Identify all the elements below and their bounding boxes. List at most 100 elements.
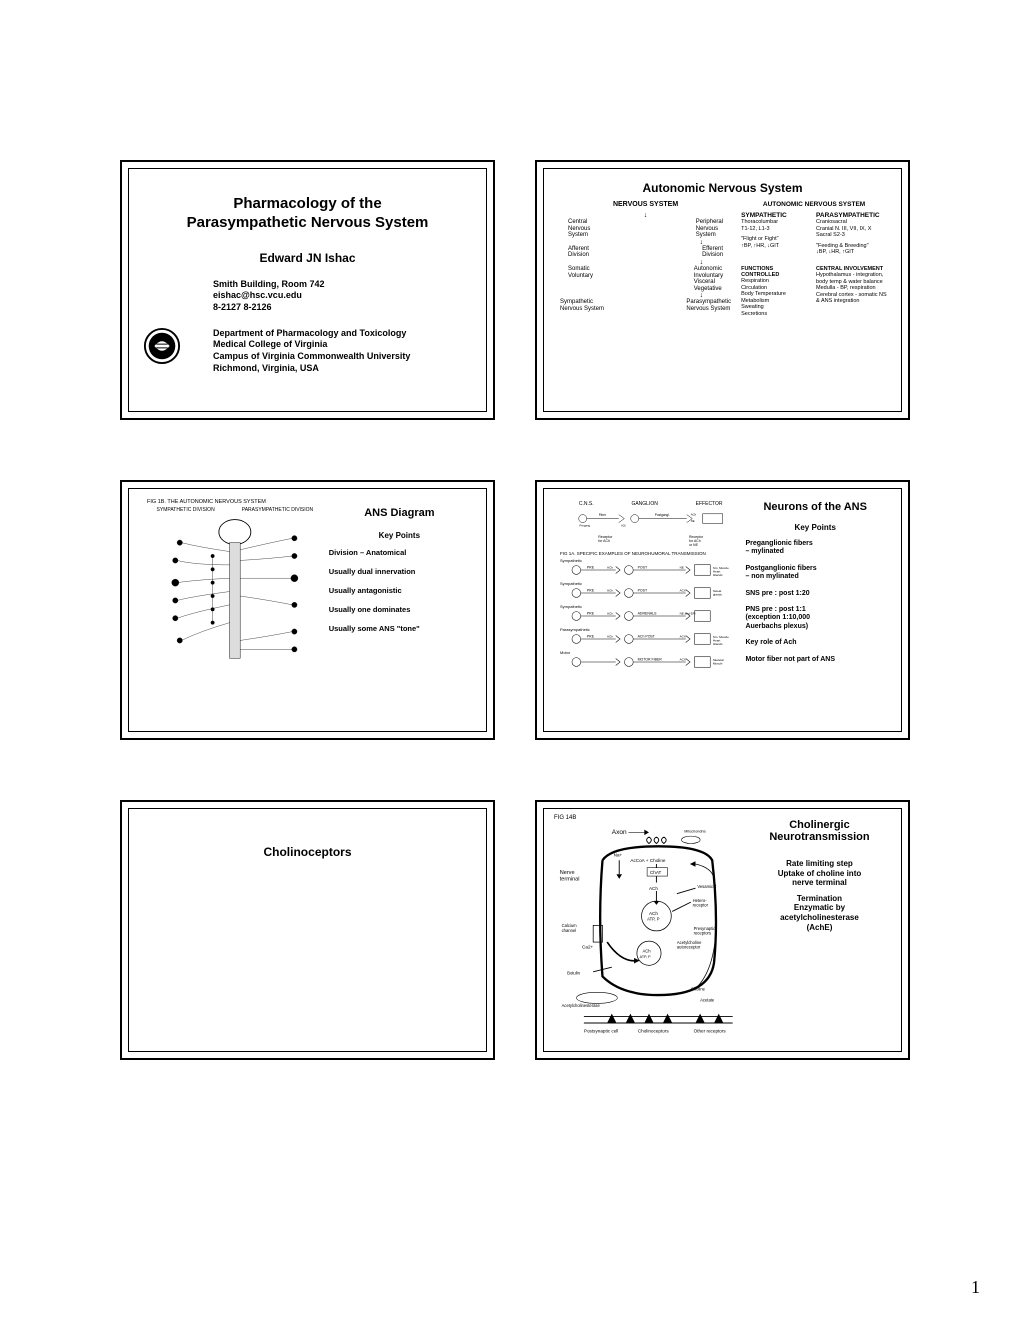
svg-text:autoreceptor: autoreceptor (677, 945, 701, 950)
rec-lbl-2: Receptor for ACh or NE (689, 535, 703, 547)
svg-text:ATP, P: ATP, P (647, 917, 660, 922)
cent-body: Hypothalamus - integration,body temp & w… (816, 272, 887, 305)
slide-3-points: Division – Anatomical Usually dual innerv… (329, 548, 470, 633)
cholinergic-diagram-icon: Axon Mitochondria Nerve terminal AcCoA +… (556, 817, 742, 1043)
lbl-botulin: Botulin (567, 971, 580, 976)
para-div-label: PARASYMPATHETIC DIVISION (242, 507, 313, 513)
slide-6: FIG 14B Axon Mitochondria Nerve terminal… (535, 800, 910, 1060)
key-point: Preganglionic fibers – mylinated (745, 540, 885, 557)
title-line1: Pharmacology of the (233, 195, 381, 212)
svg-text:Glands: Glands (713, 573, 723, 577)
lbl-ache: Acetylcholinesterase (562, 1003, 601, 1008)
tree-pns: Peripheral Nervous System (696, 219, 723, 239)
svg-text:receptors: receptors (694, 931, 711, 936)
slide-3: FIG 1B. THE AUTONOMIC NERVOUS SYSTEM SYM… (120, 480, 495, 740)
key-point: Usually dual innervation (329, 567, 470, 576)
neuron-rows: SympatheticPREAChPOSTNESm. MuscleHeartGl… (560, 558, 741, 671)
svg-text:ACh: ACh (607, 588, 613, 592)
lbl-mito: Mitochondria (684, 829, 706, 833)
key-point: Motor fiber not part of ANS (745, 656, 885, 664)
slide-1-dept: Department of Pharmacology and Toxicolog… (213, 328, 472, 375)
page-number: 1 (971, 1277, 980, 1298)
contact-1: Smith Building, Room 742 (213, 279, 472, 291)
svg-text:NE and EPI: NE and EPI (680, 611, 696, 615)
hdr-effector: EFFECTOR (696, 501, 723, 507)
slide-6-title: Cholinergic Neurotransmission (748, 819, 891, 843)
slide-1: Pharmacology of the Parasympathetic Nerv… (120, 160, 495, 420)
generic-neuron-row-icon: Pregang. Fiber ACh Postgangl. ACh NE (560, 509, 741, 533)
slide-4-points: Preganglionic fibers – mylinated Postgang… (745, 540, 885, 664)
lbl-axon: Axon (612, 829, 627, 836)
dept-1: Department of Pharmacology and Toxicolog… (213, 328, 472, 340)
svg-text:ACh: ACh (691, 512, 697, 516)
svg-text:ACh: ACh (621, 525, 626, 528)
neuron-row: MotorMOTOR FIBERAChSkeletalMuscle (560, 650, 741, 671)
neuron-row: SympatheticPREAChADRENALSNE and EPI (560, 604, 741, 625)
diagram-headers: C.N.S. GANGLION EFFECTOR (560, 501, 741, 507)
svg-text:Na+: Na+ (614, 853, 623, 858)
para-h: PARASYMPATHETIC (816, 212, 887, 219)
svg-text:MOTOR FIBER: MOTOR FIBER (638, 657, 663, 661)
ans-header: AUTONOMIC NERVOUS SYSTEM (741, 201, 887, 208)
tree-root: NERVOUS SYSTEM (558, 201, 733, 208)
svg-text:NE: NE (680, 565, 684, 569)
neuron-row: SympatheticPREAChPOSTAChSweatglands (560, 581, 741, 602)
slide-2: Autonomic Nervous System NERVOUS SYSTEM … (535, 160, 910, 420)
neuron-row: ParasympatheticPREAChACh POSTAChSm. Musc… (560, 627, 741, 648)
fig-14b-label: FIG 14B (554, 815, 576, 821)
neuron-row: SympatheticPREAChPOSTNESm. MuscleHeartGl… (560, 558, 741, 579)
slide-4-content: C.N.S. GANGLION EFFECTOR Pregang. Fiber … (558, 497, 887, 723)
slide-5-inner: Cholinoceptors (128, 808, 487, 1052)
tree-sns: Sympathetic Nervous System (560, 299, 604, 312)
svg-text:terminal: terminal (560, 877, 580, 883)
hdr-cns: C.N.S. (579, 501, 594, 507)
svg-text:Glands: Glands (713, 642, 723, 646)
svg-text:NE: NE (691, 519, 695, 523)
key-point: Postganglionic fibers – non mylinated (745, 565, 885, 582)
slide-4-text: Neurons of the ANS Key Points Preganglio… (743, 497, 887, 723)
sym-h: SYMPATHETIC (741, 212, 812, 219)
key-point: Rate limiting step Uptake of choline int… (748, 859, 891, 888)
lbl-accoa: AcCoA + Choline (630, 858, 666, 863)
tree-autonomic: Autonomic Involuntary Visceral Vegetativ… (694, 266, 723, 292)
key-point: Termination Enzymatic by acetylcholinest… (748, 894, 891, 932)
slide-1-contact: Smith Building, Room 742 eishac@hsc.vcu.… (213, 279, 472, 314)
slide-1-inner: Pharmacology of the Parasympathetic Nerv… (128, 168, 487, 412)
key-point: PNS pre : post 1:1 (exception 1:10,000 A… (745, 606, 885, 631)
slide-1-title: Pharmacology of the Parasympathetic Nerv… (143, 195, 472, 233)
sym-div-label: SYMPATHETIC DIVISION (157, 507, 215, 513)
slide-2-tree: NERVOUS SYSTEM ↓ Central Nervous System … (558, 201, 733, 324)
dept-2: Medical College of Virginia (213, 339, 472, 351)
svg-text:channel: channel (562, 928, 577, 933)
svg-text:PRE: PRE (587, 634, 595, 638)
svg-text:ACh: ACh (607, 634, 613, 638)
dept-4: Richmond, Virginia, USA (213, 363, 472, 375)
tree-somatic: Somatic Voluntary (568, 266, 593, 292)
svg-text:POST: POST (638, 565, 648, 569)
svg-text:ATP, P: ATP, P (640, 955, 652, 959)
slide-3-inner: FIG 1B. THE AUTONOMIC NERVOUS SYSTEM SYM… (128, 488, 487, 732)
slide-6-inner: FIG 14B Axon Mitochondria Nerve terminal… (543, 808, 902, 1052)
svg-text:receptor: receptor (693, 903, 709, 908)
key-point: Usually antagonistic (329, 586, 470, 595)
svg-text:PRE: PRE (587, 565, 595, 569)
university-logo-icon (143, 327, 181, 365)
lbl-cholino: Cholinoceptors (638, 1028, 670, 1033)
slide-3-title: ANS Diagram (329, 507, 470, 519)
page: Pharmacology of the Parasympathetic Nerv… (0, 0, 1020, 1320)
lbl-ca: Ca2+ (582, 945, 593, 950)
slide-4-kp-header: Key Points (745, 523, 885, 532)
svg-text:ACh: ACh (607, 611, 613, 615)
slide-6-text: Cholinergic Neurotransmission Rate limit… (746, 813, 893, 1047)
slide-1-author: Edward JN Ishac (143, 251, 472, 265)
svg-text:PRE: PRE (587, 611, 595, 615)
key-point: Key role of Ach (745, 639, 885, 647)
svg-text:ACh: ACh (642, 948, 651, 953)
para-body: CraniosacralCranial N. III, VII, IX, XSa… (816, 219, 887, 256)
slide-5: Cholinoceptors (120, 800, 495, 1060)
tree-cns: Central Nervous System (568, 219, 590, 239)
rec-lbl-1: Receptor for ACh (598, 535, 612, 547)
key-point: Division – Anatomical (329, 548, 470, 557)
svg-text:ACh: ACh (680, 657, 686, 661)
contact-2: eishac@hsc.vcu.edu (213, 290, 472, 302)
